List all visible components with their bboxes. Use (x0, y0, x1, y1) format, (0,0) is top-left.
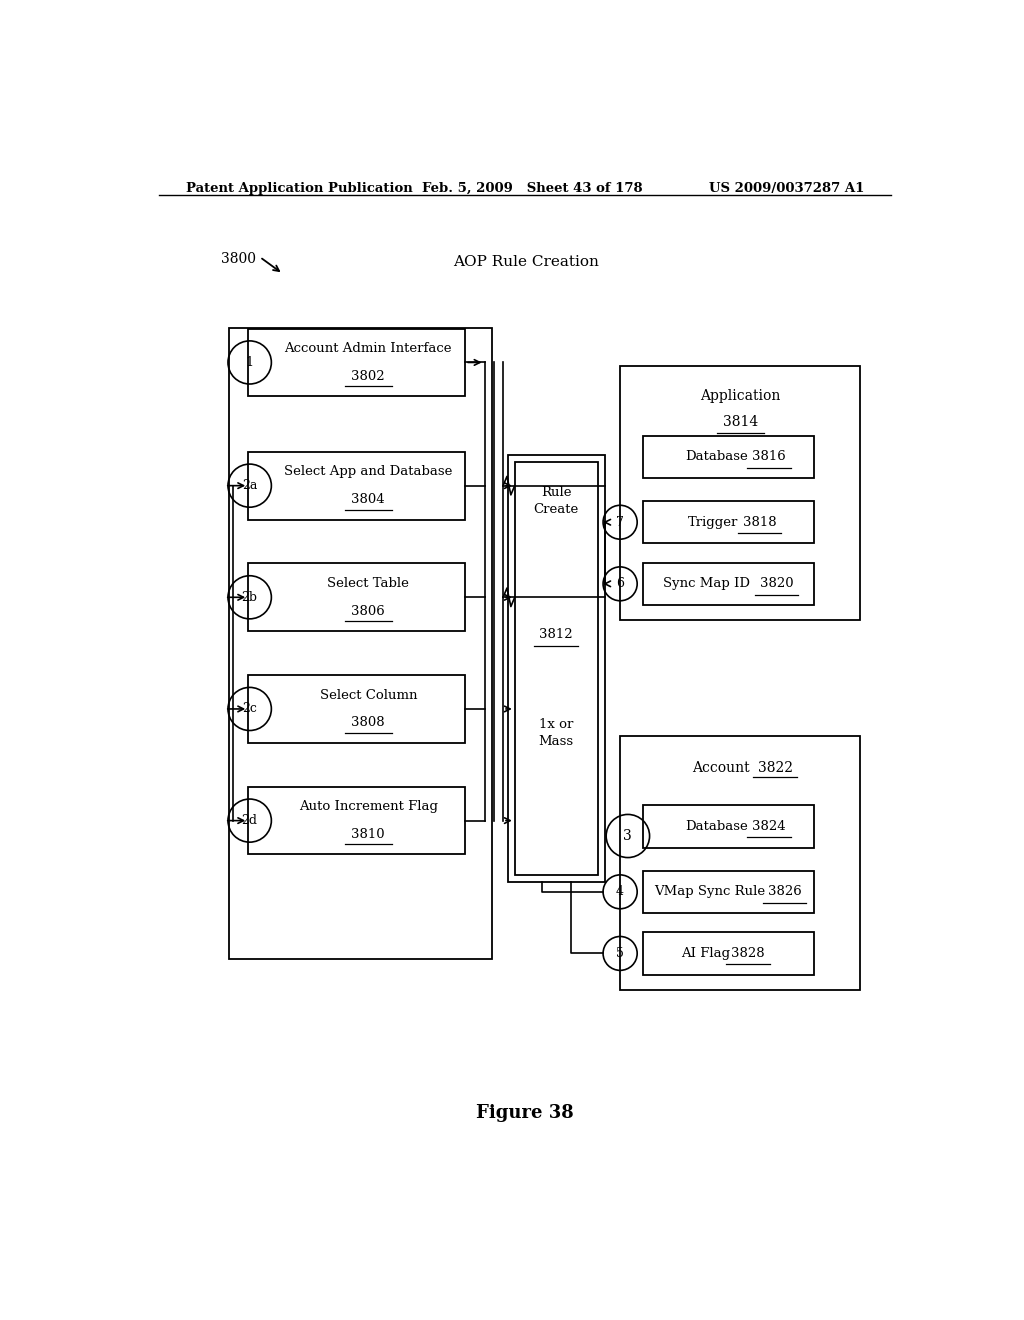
Text: 3814: 3814 (723, 414, 758, 429)
Text: Database: Database (686, 450, 749, 463)
Text: 2d: 2d (242, 814, 258, 828)
Text: Select Table: Select Table (328, 577, 410, 590)
Text: 3802: 3802 (351, 370, 385, 383)
Text: Feb. 5, 2009   Sheet 43 of 178: Feb. 5, 2009 Sheet 43 of 178 (423, 182, 643, 194)
Text: 3820: 3820 (760, 577, 794, 590)
Bar (508, 455, 604, 882)
Text: 3800: 3800 (221, 252, 256, 265)
Text: 7: 7 (616, 516, 624, 529)
Text: 1x or
Mass: 1x or Mass (539, 718, 573, 747)
Bar (643, 871, 814, 913)
Text: Database: Database (686, 820, 749, 833)
Text: 3816: 3816 (752, 450, 785, 463)
Text: 3806: 3806 (351, 605, 385, 618)
Text: 3804: 3804 (351, 492, 385, 506)
Text: 3828: 3828 (731, 946, 765, 960)
Text: Trigger: Trigger (688, 516, 738, 529)
Text: 2c: 2c (243, 702, 257, 715)
Bar (643, 932, 814, 974)
Text: Application: Application (700, 389, 780, 404)
Text: 3818: 3818 (742, 516, 776, 529)
Text: 6: 6 (616, 577, 624, 590)
Bar (248, 675, 465, 743)
Bar (228, 327, 493, 960)
Bar (643, 805, 814, 847)
Text: 2a: 2a (242, 479, 257, 492)
Text: 3824: 3824 (752, 820, 785, 833)
Text: 3810: 3810 (351, 828, 385, 841)
Text: Auto Increment Flag: Auto Increment Flag (299, 800, 437, 813)
Bar (621, 737, 860, 990)
Bar (248, 787, 465, 854)
Bar (643, 562, 814, 605)
Text: Select Column: Select Column (319, 689, 417, 702)
Text: Account: Account (692, 760, 750, 775)
Text: Select App and Database: Select App and Database (284, 465, 453, 478)
Text: VMap Sync Rule: VMap Sync Rule (653, 886, 765, 899)
Text: US 2009/0037287 A1: US 2009/0037287 A1 (710, 182, 864, 194)
Text: 4: 4 (616, 886, 624, 899)
Text: Account Admin Interface: Account Admin Interface (285, 342, 452, 355)
Text: Patent Application Publication: Patent Application Publication (186, 182, 413, 194)
Bar (248, 564, 465, 631)
Bar (248, 451, 465, 520)
Bar (643, 502, 814, 544)
Bar (621, 367, 860, 620)
Text: 3808: 3808 (351, 717, 385, 730)
Text: Rule
Create: Rule Create (534, 486, 579, 516)
Bar (248, 329, 465, 396)
Text: 2b: 2b (242, 591, 258, 603)
Text: AOP Rule Creation: AOP Rule Creation (454, 255, 599, 269)
Text: 3812: 3812 (540, 628, 573, 640)
Text: Figure 38: Figure 38 (476, 1105, 573, 1122)
Bar (643, 436, 814, 478)
Text: 3: 3 (624, 829, 632, 843)
Text: AI Flag: AI Flag (681, 946, 730, 960)
Text: 3822: 3822 (758, 760, 793, 775)
Text: 1: 1 (246, 356, 254, 370)
Text: Sync Map ID: Sync Map ID (664, 577, 751, 590)
Bar (515, 462, 598, 875)
Text: 5: 5 (616, 946, 624, 960)
Text: 3826: 3826 (768, 886, 802, 899)
